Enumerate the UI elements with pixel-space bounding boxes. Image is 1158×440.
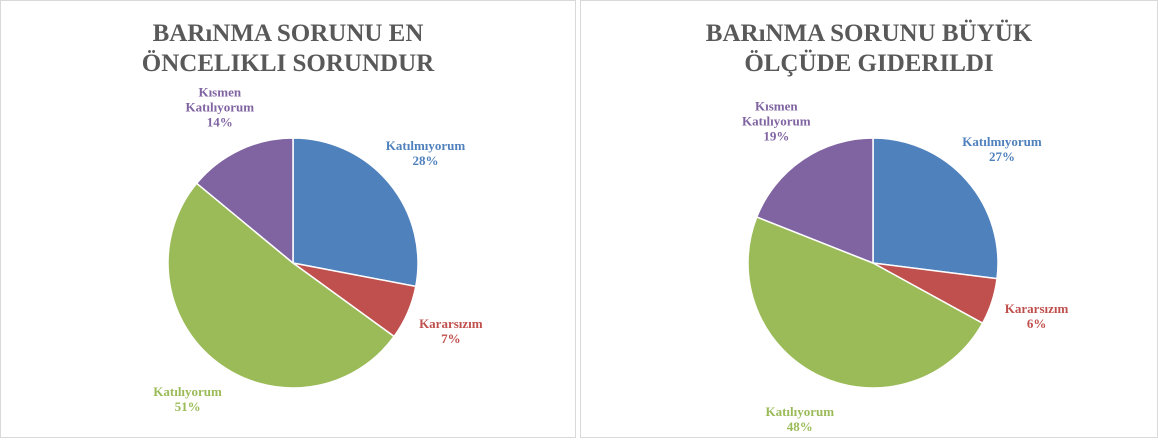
label-value: 51% — [174, 398, 201, 414]
pie-slice — [292, 137, 419, 288]
chart-panel: BARıNMA SORUNU EN ÖNCELIKLI SORUNDUR Kat… — [0, 0, 576, 438]
data-label: Kararsızım 7% — [396, 316, 506, 346]
chart-panel: BARıNMA SORUNU BÜYÜK ÖLÇÜDE GIDERILDI Ka… — [580, 0, 1158, 438]
pie-slice — [872, 137, 999, 280]
label-value: 28% — [412, 153, 439, 169]
label-category: Kısmen Katılıyorum — [742, 98, 811, 129]
label-value: 19% — [763, 128, 790, 144]
pie-slice — [747, 216, 984, 389]
pie-slice — [755, 137, 874, 265]
label-value: 7% — [441, 331, 461, 347]
label-category: Kararsızım — [1004, 301, 1069, 317]
pie-chart — [167, 137, 419, 389]
label-value: 27% — [989, 149, 1016, 165]
label-value: 6% — [1026, 316, 1047, 332]
label-value: 48% — [786, 418, 813, 434]
chart-title: BARıNMA SORUNU EN ÖNCELIKLI SORUNDUR — [141, 20, 435, 77]
label-category: Kararsızım — [419, 316, 483, 332]
label-category: Katılmıyorum — [962, 134, 1042, 150]
label-category: Kısmen Katılıyorum — [185, 84, 255, 115]
label-value: 14% — [206, 114, 233, 130]
label-category: Katılıyorum — [153, 383, 222, 399]
data-label: Katılıyorum 51% — [133, 384, 243, 414]
pie-slice — [167, 182, 396, 389]
chart-title: BARıNMA SORUNU BÜYÜK ÖLÇÜDE GIDERILDI — [705, 20, 1033, 77]
label-category: Katılıyorum — [765, 403, 835, 419]
data-label: Katılmıyorum 28% — [371, 138, 481, 168]
pie-slice — [195, 137, 294, 265]
data-label: Katılmıyorum 27% — [947, 134, 1057, 164]
data-label: Katılıyorum 48% — [745, 404, 855, 434]
pie-chart — [747, 137, 999, 389]
label-category: Katılmıyorum — [385, 138, 466, 154]
data-label: Kısmen Katılıyorum 19% — [721, 98, 831, 143]
data-label: Kısmen Katılıyorum 14% — [165, 85, 275, 130]
data-label: Kararsızım 6% — [982, 301, 1092, 331]
